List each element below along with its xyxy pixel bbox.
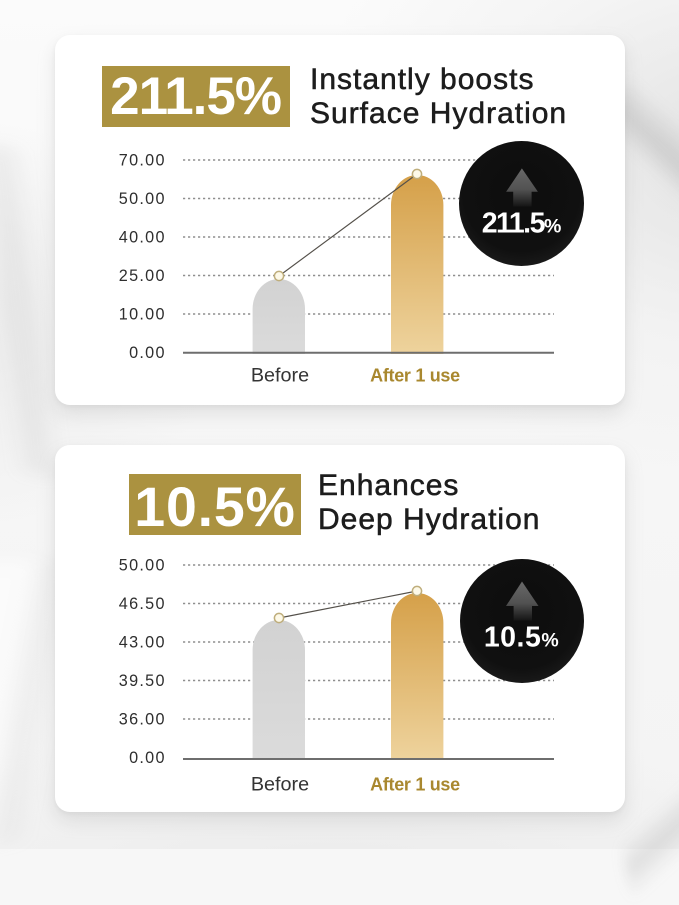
svg-text:46.50: 46.50 bbox=[119, 595, 166, 613]
svg-text:25.00: 25.00 bbox=[119, 267, 166, 285]
svg-text:43.00: 43.00 bbox=[119, 634, 166, 652]
svg-text:70.00: 70.00 bbox=[119, 152, 166, 170]
svg-text:50.00: 50.00 bbox=[119, 190, 166, 208]
svg-text:50.00: 50.00 bbox=[119, 557, 166, 575]
svg-text:0.00: 0.00 bbox=[129, 344, 166, 362]
svg-text:10.5%: 10.5% bbox=[484, 622, 559, 654]
svg-text:10.00: 10.00 bbox=[119, 306, 166, 324]
svg-text:Before: Before bbox=[251, 774, 309, 796]
svg-text:Before: Before bbox=[251, 365, 309, 387]
svg-text:36.00: 36.00 bbox=[119, 711, 166, 729]
svg-text:After 1 use: After 1 use bbox=[370, 366, 460, 386]
svg-text:0.00: 0.00 bbox=[129, 749, 166, 767]
svg-text:39.50: 39.50 bbox=[119, 672, 166, 690]
svg-text:After 1 use: After 1 use bbox=[370, 775, 460, 795]
svg-text:40.00: 40.00 bbox=[119, 229, 166, 247]
